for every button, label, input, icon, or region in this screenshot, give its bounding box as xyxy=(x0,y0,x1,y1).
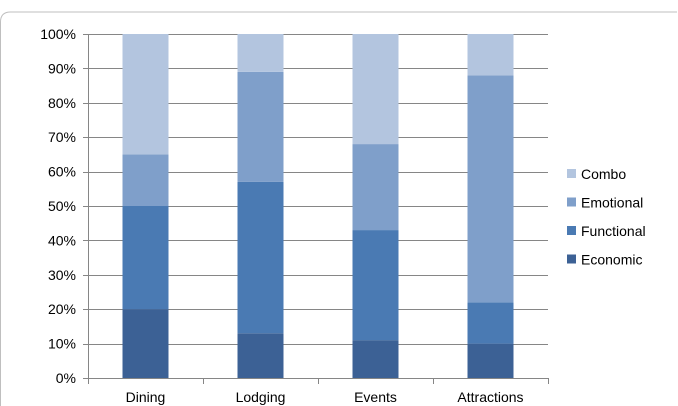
bar-economic-events xyxy=(352,340,399,378)
legend-swatch-combo xyxy=(567,169,576,178)
bar-emotional-events xyxy=(352,144,399,231)
legend-swatch-economic xyxy=(567,254,576,264)
y-tick-label: 20% xyxy=(48,301,76,317)
legend-label-combo: Combo xyxy=(581,166,626,182)
axes-group xyxy=(83,34,549,384)
y-tick-label: 60% xyxy=(48,164,76,180)
y-tick-label: 100% xyxy=(40,26,76,42)
bar-emotional-dining xyxy=(122,154,169,206)
chart-border-line xyxy=(0,11,677,406)
bar-economic-lodging xyxy=(237,333,284,378)
bar-functional-dining xyxy=(122,206,169,310)
y-tick-label: 0% xyxy=(56,370,76,386)
y-tick-label: 30% xyxy=(48,267,76,283)
x-tick-label: Lodging xyxy=(236,389,286,405)
y-tick-label: 50% xyxy=(48,198,76,214)
y-tick-labels: 0% 10% 20% 30% 40% 50% 60% 70% 80% 90% 100% xyxy=(40,26,76,386)
x-tick-label: Events xyxy=(354,389,397,405)
bars-group xyxy=(122,34,514,378)
y-tick-label: 40% xyxy=(48,232,76,248)
bar-functional-events xyxy=(352,230,399,341)
chart-border xyxy=(0,11,677,406)
legend-swatch-functional xyxy=(567,226,576,235)
x-tick-labels: Dining Lodging Events Attractions xyxy=(126,389,524,405)
bar-combo-dining xyxy=(122,34,169,155)
bar-emotional-attractions xyxy=(467,75,514,303)
bar-economic-attractions xyxy=(467,343,514,378)
y-tick-label: 90% xyxy=(48,60,76,76)
bar-functional-attractions xyxy=(467,302,514,344)
legend-label-economic: Economic xyxy=(581,252,642,268)
y-tick-label: 70% xyxy=(48,129,76,145)
legend-swatch-emotional xyxy=(567,197,576,207)
bar-emotional-lodging xyxy=(237,71,284,182)
bar-functional-lodging xyxy=(237,181,284,334)
bar-combo-lodging xyxy=(237,34,284,72)
y-tick-label: 80% xyxy=(48,95,76,111)
legend-label-emotional: Emotional xyxy=(581,195,643,211)
bar-combo-events xyxy=(352,34,399,145)
y-tick-label: 10% xyxy=(48,336,76,352)
x-tick-label: Attractions xyxy=(457,389,523,405)
bar-economic-dining xyxy=(122,309,169,378)
x-tick-label: Dining xyxy=(126,389,166,405)
legend: Combo Emotional Functional Economic xyxy=(567,166,646,268)
bar-combo-attractions xyxy=(467,34,514,76)
legend-label-functional: Functional xyxy=(581,223,646,239)
